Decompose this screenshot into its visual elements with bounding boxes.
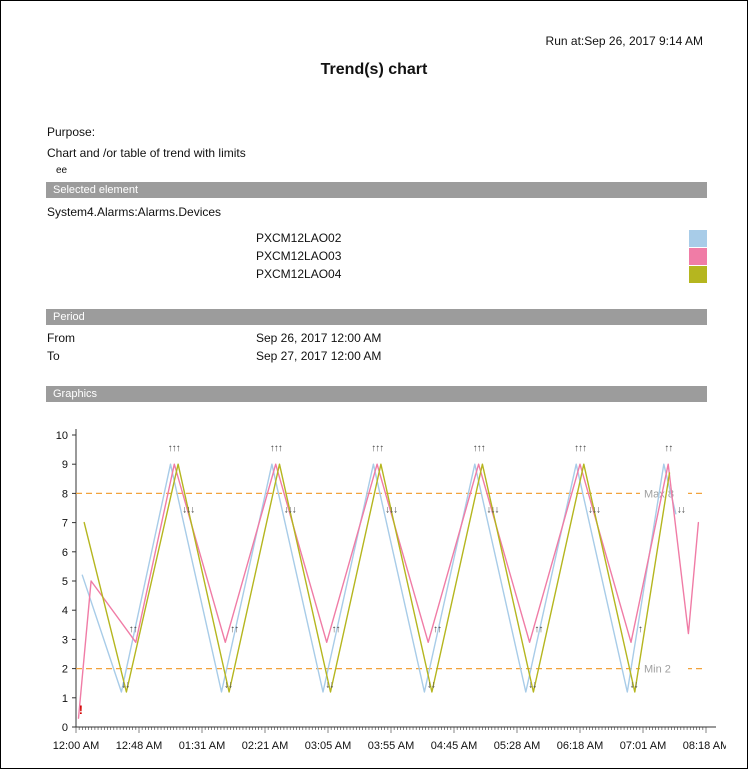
- svg-text:7: 7: [62, 518, 68, 530]
- run-timestamp: Run at:Sep 26, 2017 9:14 AM: [545, 34, 703, 48]
- svg-text:↑↑: ↑↑: [664, 443, 672, 454]
- period-table: From Sep 26, 2017 12:00 AM To Sep 27, 2017…: [47, 331, 381, 367]
- svg-text:↑↑↑: ↑↑↑: [270, 443, 282, 454]
- page-title: Trend(s) chart: [320, 61, 428, 78]
- svg-text:0: 0: [62, 722, 68, 734]
- purpose-description: Chart and /or table of trend with limits: [47, 146, 246, 160]
- svg-text:2: 2: [62, 664, 68, 676]
- legend-label: PXCM12LAO03: [256, 249, 342, 263]
- svg-text:↓↓: ↓↓: [630, 680, 638, 691]
- period-from-label: From: [47, 331, 75, 345]
- svg-text:↓↓: ↓↓: [528, 680, 536, 691]
- svg-text:↑↑: ↑↑: [332, 624, 340, 635]
- period-from-row: From Sep 26, 2017 12:00 AM: [47, 331, 381, 349]
- svg-text:03:05 AM: 03:05 AM: [305, 740, 351, 752]
- legend-label: PXCM12LAO04: [256, 267, 342, 281]
- svg-text:12:00 AM: 12:00 AM: [53, 740, 99, 752]
- legend-item: PXCM12LAO04: [46, 266, 707, 284]
- svg-text:!: !: [79, 703, 82, 717]
- svg-text:↑↑: ↑↑: [230, 624, 238, 635]
- svg-text:06:18 AM: 06:18 AM: [557, 740, 603, 752]
- svg-text:3: 3: [62, 634, 68, 646]
- svg-text:1: 1: [62, 693, 68, 705]
- svg-text:↑↑↑: ↑↑↑: [371, 443, 383, 454]
- svg-text:4: 4: [62, 605, 68, 617]
- section-header-graphics: Graphics: [46, 386, 707, 402]
- legend-color-swatch: [689, 230, 707, 247]
- legend-label: PXCM12LAO02: [256, 231, 342, 245]
- section-header-selected-element: Selected element: [46, 182, 707, 198]
- period-to-value: Sep 27, 2017 12:00 AM: [256, 349, 382, 363]
- svg-text:8: 8: [62, 488, 68, 500]
- svg-text:↓↓↓: ↓↓↓: [486, 504, 498, 515]
- svg-text:↓↓: ↓↓: [677, 504, 685, 515]
- legend-item: PXCM12LAO03: [46, 248, 707, 266]
- purpose-label: Purpose:: [47, 125, 96, 139]
- svg-text:5: 5: [62, 576, 68, 588]
- svg-text:↓↓↓: ↓↓↓: [284, 504, 296, 515]
- legend: PXCM12LAO02 PXCM12LAO03 PXCM12LAO04: [46, 230, 707, 284]
- svg-text:10: 10: [56, 430, 68, 442]
- svg-text:Min 2: Min 2: [644, 664, 671, 676]
- legend-color-swatch: [689, 266, 707, 283]
- period-from-value: Sep 26, 2017 12:00 AM: [256, 331, 382, 345]
- section-header-period: Period: [46, 309, 707, 325]
- purpose-block: Purpose: Chart and /or table of trend wi…: [47, 122, 246, 178]
- svg-text:01:31 AM: 01:31 AM: [179, 740, 225, 752]
- svg-text:↓↓: ↓↓: [427, 680, 435, 691]
- svg-text:↑↑↑: ↑↑↑: [168, 443, 180, 454]
- svg-text:08:18 AM: 08:18 AM: [683, 740, 726, 752]
- svg-text:↓↓: ↓↓: [121, 680, 129, 691]
- legend-item: PXCM12LAO02: [46, 230, 707, 248]
- svg-text:↓↓↓: ↓↓↓: [588, 504, 600, 515]
- svg-text:03:55 AM: 03:55 AM: [368, 740, 414, 752]
- svg-text:04:45 AM: 04:45 AM: [431, 740, 477, 752]
- svg-text:9: 9: [62, 459, 68, 471]
- svg-text:↑↑: ↑↑: [129, 624, 137, 635]
- svg-text:↓↓: ↓↓: [325, 680, 333, 691]
- svg-text:↑: ↑: [638, 624, 642, 635]
- period-to-label: To: [47, 349, 60, 363]
- svg-text:↑↑↑: ↑↑↑: [473, 443, 485, 454]
- svg-text:↓↓↓: ↓↓↓: [385, 504, 397, 515]
- svg-text:07:01 AM: 07:01 AM: [620, 740, 666, 752]
- legend-color-swatch: [689, 248, 707, 265]
- purpose-note: ee: [56, 165, 68, 176]
- svg-text:↑↑↑: ↑↑↑: [574, 443, 586, 454]
- svg-text:↓↓↓: ↓↓↓: [182, 504, 194, 515]
- svg-text:↑↑: ↑↑: [433, 624, 441, 635]
- svg-text:05:28 AM: 05:28 AM: [494, 740, 540, 752]
- element-path: System4.Alarms:Alarms.Devices: [47, 205, 222, 219]
- svg-text:6: 6: [62, 547, 68, 559]
- svg-text:↓↓: ↓↓: [224, 680, 232, 691]
- period-to-row: To Sep 27, 2017 12:00 AM: [47, 349, 381, 367]
- svg-text:02:21 AM: 02:21 AM: [242, 740, 288, 752]
- svg-text:↑↑: ↑↑: [534, 624, 542, 635]
- trend-chart: 0 1 2 3 4 5 6 7 8 9 10 12:00 AM 12:48 AM 01:31 AM 02:2…: [53, 429, 726, 752]
- svg-text:12:48 AM: 12:48 AM: [116, 740, 162, 752]
